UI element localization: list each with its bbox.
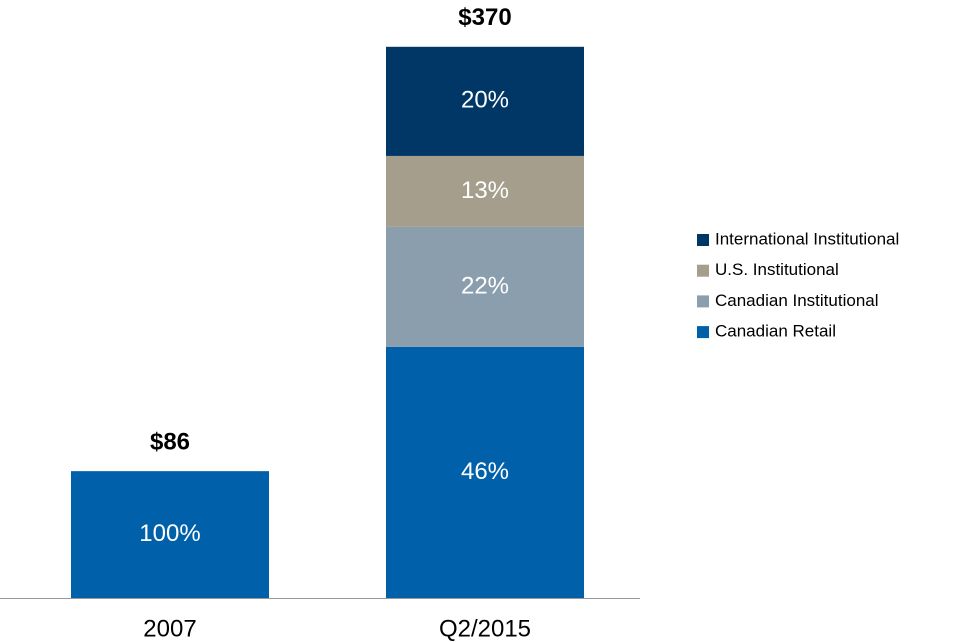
legend-label: Canadian Retail [715, 322, 836, 341]
legend-swatch [697, 295, 709, 308]
segment-label: 20% [461, 87, 509, 114]
bar-segment [386, 155, 584, 227]
legend-label: Canadian Institutional [715, 291, 879, 310]
total-label: $370 [458, 4, 511, 31]
segment-label: 22% [461, 272, 509, 299]
legend-label: International Institutional [715, 229, 899, 248]
bar-segment [71, 471, 269, 598]
legend-swatch [697, 264, 709, 277]
bar-segment [386, 46, 584, 156]
legend-swatch [697, 326, 709, 339]
x-tick-label: 2007 [143, 615, 196, 642]
legend-swatch [697, 234, 709, 246]
segment-label: 100% [139, 520, 200, 547]
total-label: $86 [150, 428, 190, 455]
bar-segment [386, 346, 584, 598]
x-tick-label: Q2/2015 [439, 615, 531, 642]
segment-label: 46% [461, 458, 509, 485]
legend-label: U.S. Institutional [715, 260, 839, 279]
bar-segment [386, 226, 584, 347]
segment-label: 13% [461, 177, 509, 204]
